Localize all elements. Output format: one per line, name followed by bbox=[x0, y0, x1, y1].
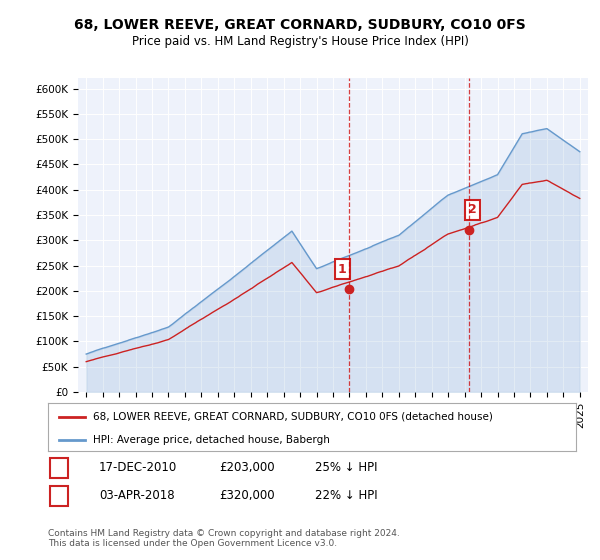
Text: £320,000: £320,000 bbox=[219, 489, 275, 502]
Text: 22% ↓ HPI: 22% ↓ HPI bbox=[315, 489, 377, 502]
Text: 68, LOWER REEVE, GREAT CORNARD, SUDBURY, CO10 0FS (detached house): 68, LOWER REEVE, GREAT CORNARD, SUDBURY,… bbox=[93, 412, 493, 422]
Text: Contains HM Land Registry data © Crown copyright and database right 2024.
This d: Contains HM Land Registry data © Crown c… bbox=[48, 529, 400, 548]
Text: HPI: Average price, detached house, Babergh: HPI: Average price, detached house, Babe… bbox=[93, 435, 330, 445]
Text: £203,000: £203,000 bbox=[219, 461, 275, 474]
Text: 2: 2 bbox=[467, 203, 476, 216]
Text: 03-APR-2018: 03-APR-2018 bbox=[99, 489, 175, 502]
Text: 2: 2 bbox=[55, 489, 63, 502]
Text: 1: 1 bbox=[55, 461, 63, 474]
Text: 68, LOWER REEVE, GREAT CORNARD, SUDBURY, CO10 0FS: 68, LOWER REEVE, GREAT CORNARD, SUDBURY,… bbox=[74, 18, 526, 32]
Text: 17-DEC-2010: 17-DEC-2010 bbox=[99, 461, 177, 474]
Text: 1: 1 bbox=[338, 263, 347, 276]
Text: Price paid vs. HM Land Registry's House Price Index (HPI): Price paid vs. HM Land Registry's House … bbox=[131, 35, 469, 49]
Text: 25% ↓ HPI: 25% ↓ HPI bbox=[315, 461, 377, 474]
